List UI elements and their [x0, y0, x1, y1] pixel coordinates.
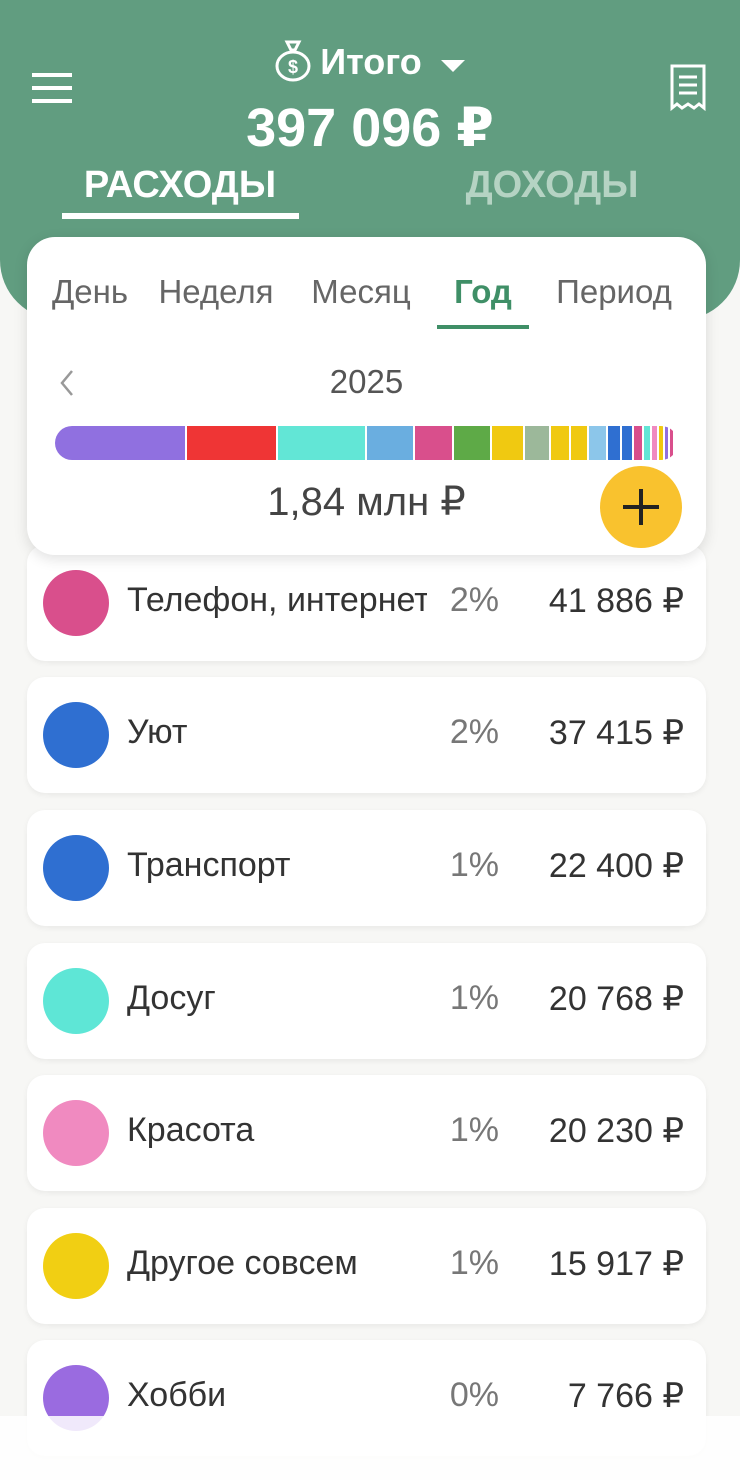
- period-tab[interactable]: Неделя: [158, 273, 274, 310]
- period-tab-active[interactable]: Год: [454, 273, 512, 310]
- category-amount: 7 766 ₽: [567, 1377, 684, 1415]
- period-card: День Неделя Месяц Год Период 2025 1,84 м…: [27, 237, 706, 555]
- category-name: Досуг: [127, 979, 216, 1017]
- category-percent: 1%: [449, 846, 499, 884]
- category-name: Телефон, интернет: [127, 581, 427, 619]
- category-name: Красота: [127, 1111, 255, 1149]
- category-amount: 22 400 ₽: [548, 847, 684, 885]
- year: 2025: [329, 363, 404, 400]
- receipt-button[interactable]: [668, 64, 708, 112]
- category-percent: 1%: [449, 1111, 499, 1149]
- dropdown-arrow: [440, 60, 465, 72]
- tab-income[interactable]: ДОХОДЫ: [465, 164, 639, 206]
- category-row[interactable]: Досуг 1% 20 768 ₽: [27, 943, 706, 1059]
- category-percent: 0%: [449, 1376, 499, 1414]
- category-name: Другое совсем: [127, 1244, 358, 1282]
- total: 1,84 млн ₽: [267, 480, 466, 524]
- category-row[interactable]: Уют 2% 37 415 ₽: [27, 677, 706, 793]
- money-bag-icon: $: [275, 40, 311, 82]
- period-tab[interactable]: Период: [556, 273, 672, 310]
- period-indicator: [437, 325, 529, 329]
- add-button[interactable]: [599, 465, 683, 549]
- category-amount: 15 917 ₽: [548, 1245, 684, 1283]
- category-icon: [43, 835, 109, 901]
- period-tab[interactable]: День: [51, 273, 129, 310]
- category-row[interactable]: Транспорт 1% 22 400 ₽: [27, 810, 706, 926]
- account-name: Итого: [320, 41, 422, 82]
- category-icon: [43, 702, 109, 768]
- balance: 397 096 ₽: [246, 98, 494, 158]
- category-row[interactable]: Телефон, интернет 2% 41 886 ₽: [27, 545, 706, 661]
- category-percent: 2%: [449, 713, 499, 751]
- category-percent: 1%: [449, 979, 499, 1017]
- category-row[interactable]: Другое совсем 1% 15 917 ₽: [27, 1208, 706, 1324]
- category-amount: 37 415 ₽: [548, 714, 684, 752]
- category-amount: 41 886 ₽: [548, 582, 684, 620]
- prev-button[interactable]: [59, 369, 75, 397]
- category-row[interactable]: Красота 1% 20 230 ₽: [27, 1075, 706, 1191]
- category-bar: [55, 426, 673, 460]
- category-icon: [43, 1100, 109, 1166]
- period-tab[interactable]: Месяц: [311, 273, 411, 310]
- category-icon: [43, 968, 109, 1034]
- category-name: Транспорт: [127, 846, 291, 884]
- category-name: Уют: [127, 713, 188, 751]
- menu-button[interactable]: [32, 72, 72, 104]
- account-selector[interactable]: $ Итого: [0, 38, 740, 83]
- category-amount: 20 230 ₽: [548, 1112, 684, 1150]
- tab-expenses[interactable]: РАСХОДЫ: [83, 164, 277, 206]
- category-amount: 20 768 ₽: [548, 980, 684, 1018]
- category-percent: 1%: [449, 1244, 499, 1282]
- tab-indicator: [62, 213, 299, 219]
- category-icon: [43, 1233, 109, 1299]
- bottom-fade: [0, 1416, 740, 1480]
- svg-text:$: $: [288, 57, 298, 77]
- category-name: Хобби: [127, 1376, 227, 1414]
- category-icon: [43, 570, 109, 636]
- category-percent: 2%: [449, 581, 499, 619]
